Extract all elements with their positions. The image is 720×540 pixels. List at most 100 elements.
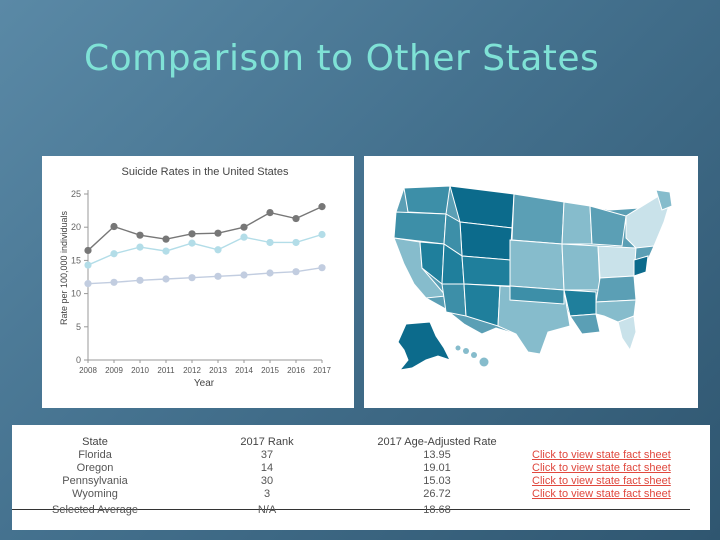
series-low-point bbox=[110, 278, 118, 286]
map-kentucky-tennessee bbox=[595, 275, 637, 303]
row-state: Oregon bbox=[76, 462, 114, 474]
series-high-point bbox=[84, 246, 92, 255]
series-high-point bbox=[136, 231, 144, 239]
average-rate: 18.68 bbox=[423, 504, 451, 516]
map-colorado bbox=[461, 255, 511, 287]
row-rate: 26.72 bbox=[423, 488, 451, 500]
series-mid-point bbox=[136, 243, 144, 251]
x-tick-label: 2014 bbox=[235, 366, 253, 375]
average-rank: N/A bbox=[257, 504, 277, 516]
series-mid-point bbox=[188, 239, 196, 247]
row-state: Wyoming bbox=[72, 488, 118, 500]
series-low-point bbox=[162, 275, 170, 283]
map-hawaii bbox=[455, 345, 489, 367]
us-choropleth-map bbox=[393, 185, 673, 371]
map-arizona bbox=[441, 283, 467, 317]
map-dakotas bbox=[511, 193, 565, 245]
series-mid-point bbox=[214, 246, 222, 254]
row-state: Pennsylvania bbox=[62, 475, 128, 487]
series-low-point bbox=[214, 272, 222, 280]
x-tick-label: 2010 bbox=[131, 366, 149, 375]
series-low-point bbox=[292, 268, 300, 276]
series-mid-point bbox=[292, 238, 300, 247]
average-state: Selected Average bbox=[51, 504, 139, 516]
table-body: State 2017 Rank 2017 Age-Adjusted Rate F… bbox=[12, 425, 710, 530]
map-wyoming bbox=[459, 221, 513, 261]
map-arkansas bbox=[563, 289, 597, 317]
series-mid-point bbox=[84, 261, 92, 269]
fact-sheet-link[interactable]: Click to view state fact sheet bbox=[532, 475, 671, 487]
row-rank: 37 bbox=[260, 449, 274, 461]
chart-title: Suicide Rates in the United States bbox=[122, 166, 289, 178]
x-tick-label: 2015 bbox=[261, 366, 279, 375]
map-alaska bbox=[397, 321, 451, 371]
series-mid-point bbox=[162, 247, 170, 255]
x-tick-label: 2013 bbox=[209, 366, 227, 375]
y-tick-label: 15 bbox=[71, 255, 81, 265]
x-tick-label: 2017 bbox=[313, 366, 331, 375]
map-westvirginia bbox=[633, 255, 649, 277]
series-high-point bbox=[110, 222, 118, 231]
series-high-point bbox=[162, 235, 170, 243]
header-rank: 2017 Rank bbox=[240, 436, 294, 448]
x-tick-label: 2012 bbox=[183, 366, 201, 375]
map-washington bbox=[403, 185, 451, 215]
map-wisconsin-michigan bbox=[589, 205, 627, 247]
row-rank: 30 bbox=[260, 475, 274, 487]
x-tick-label: 2008 bbox=[79, 366, 97, 375]
series-high-point bbox=[214, 229, 222, 237]
series-high-point bbox=[318, 203, 326, 211]
us-map-panel bbox=[364, 156, 698, 408]
map-iowa-missouri bbox=[561, 243, 601, 291]
table-divider bbox=[12, 509, 690, 510]
x-tick-label: 2016 bbox=[287, 366, 305, 375]
map-maine bbox=[655, 189, 673, 211]
y-tick-label: 25 bbox=[71, 189, 81, 199]
series-low-point bbox=[188, 274, 196, 282]
x-tick-label: 2009 bbox=[105, 366, 123, 375]
series-high-point bbox=[240, 223, 248, 231]
slide-title: Comparison to Other States bbox=[84, 38, 600, 79]
series-mid-point bbox=[110, 250, 118, 258]
series-low-line bbox=[87, 267, 323, 285]
series-mid-point bbox=[240, 233, 248, 241]
row-rate: 13.95 bbox=[423, 449, 451, 461]
series-low-point bbox=[318, 264, 326, 272]
series-low-point bbox=[240, 271, 248, 279]
header-rate: 2017 Age-Adjusted Rate bbox=[377, 436, 497, 448]
state-comparison-table: State 2017 Rank 2017 Age-Adjusted Rate F… bbox=[12, 425, 710, 530]
series-low-point bbox=[266, 269, 274, 277]
series-low-point bbox=[136, 276, 144, 284]
line-chart: Suicide Rates in the United States Rate … bbox=[59, 166, 331, 389]
row-rank: 14 bbox=[260, 462, 274, 474]
y-tick-label: 5 bbox=[76, 322, 81, 332]
line-chart-panel: Suicide Rates in the United States Rate … bbox=[42, 156, 354, 408]
fact-sheet-link[interactable]: Click to view state fact sheet bbox=[532, 449, 671, 461]
x-axis-label: Year bbox=[194, 378, 215, 389]
y-tick-label: 20 bbox=[71, 222, 81, 232]
map-louisiana bbox=[569, 313, 601, 335]
row-rate: 15.03 bbox=[423, 475, 451, 487]
series-high-point bbox=[292, 214, 300, 223]
y-tick-label: 0 bbox=[76, 355, 81, 365]
series-mid-point bbox=[318, 230, 326, 239]
series-high-point bbox=[266, 208, 274, 217]
row-rank: 3 bbox=[263, 488, 271, 500]
row-state: Florida bbox=[78, 449, 112, 461]
series-mid-point bbox=[266, 238, 274, 247]
map-nebraska-kansas bbox=[509, 239, 565, 291]
y-axis-label: Rate per 100,000 individuals bbox=[59, 210, 69, 325]
fact-sheet-link[interactable]: Click to view state fact sheet bbox=[532, 462, 671, 474]
series-high-line bbox=[87, 205, 323, 251]
x-tick-label: 2011 bbox=[157, 366, 175, 375]
map-minnesota bbox=[561, 201, 593, 245]
header-state: State bbox=[82, 436, 108, 448]
map-florida bbox=[617, 315, 637, 352]
series-mid-line bbox=[87, 233, 323, 266]
series-high-point bbox=[188, 230, 196, 238]
fact-sheet-link[interactable]: Click to view state fact sheet bbox=[532, 488, 671, 500]
map-oklahoma bbox=[509, 285, 565, 305]
row-rate: 19.01 bbox=[423, 462, 451, 474]
y-tick-label: 10 bbox=[71, 289, 81, 299]
series-low-point bbox=[84, 280, 92, 288]
